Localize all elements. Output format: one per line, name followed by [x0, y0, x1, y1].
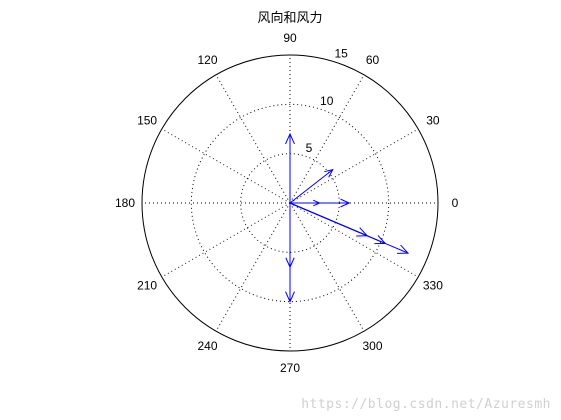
wind-arrow — [290, 199, 321, 207]
arrow-shaft — [289, 169, 334, 204]
angle-tick-label: 300 — [362, 339, 382, 353]
grid-spoke — [161, 128, 291, 204]
grid-spoke — [289, 128, 419, 204]
arrow-head — [324, 168, 334, 178]
angle-tick-label: 60 — [366, 53, 380, 67]
angle-tick-label: 90 — [283, 31, 297, 45]
r-tick-label: 15 — [334, 47, 348, 61]
arrow-shaft — [289, 202, 409, 254]
angle-tick-label: 240 — [197, 339, 217, 353]
grid-spoke — [289, 202, 365, 332]
angle-tick-label: 0 — [452, 196, 459, 210]
r-tick-label: 5 — [306, 141, 313, 155]
wind-arrow — [289, 168, 334, 204]
wind-arrow — [285, 132, 295, 203]
angle-tick-label: 330 — [423, 279, 443, 293]
grid-spoke — [161, 202, 291, 278]
grid-spoke — [289, 202, 419, 278]
arrow-head — [340, 198, 351, 208]
arrow-head — [285, 257, 295, 269]
arrow-head — [313, 199, 321, 207]
wind-arrow — [289, 202, 410, 254]
watermark-text: https://blog.csdn.net/Azuresmh — [301, 397, 551, 412]
arrow-head — [397, 244, 410, 254]
angle-tick-label: 210 — [137, 279, 157, 293]
outer-circle — [141, 54, 439, 352]
angle-tick-label: 150 — [137, 114, 157, 128]
angle-tick-label: 180 — [115, 196, 135, 210]
chart-title: 风向和风力 — [257, 10, 322, 26]
angle-tick-label: 270 — [280, 361, 300, 375]
grid-spoke — [215, 74, 291, 204]
angle-tick-label: 120 — [197, 53, 217, 67]
grid-ring — [190, 103, 390, 303]
r-tick-label: 10 — [320, 94, 334, 108]
wind-arrow — [285, 203, 295, 269]
grid-spoke — [215, 202, 291, 332]
wind-vectors — [285, 132, 410, 303]
arrow-head — [285, 132, 295, 145]
arrow-head — [285, 291, 295, 303]
angle-tick-label: 30 — [426, 114, 440, 128]
grid-spoke — [289, 74, 365, 204]
